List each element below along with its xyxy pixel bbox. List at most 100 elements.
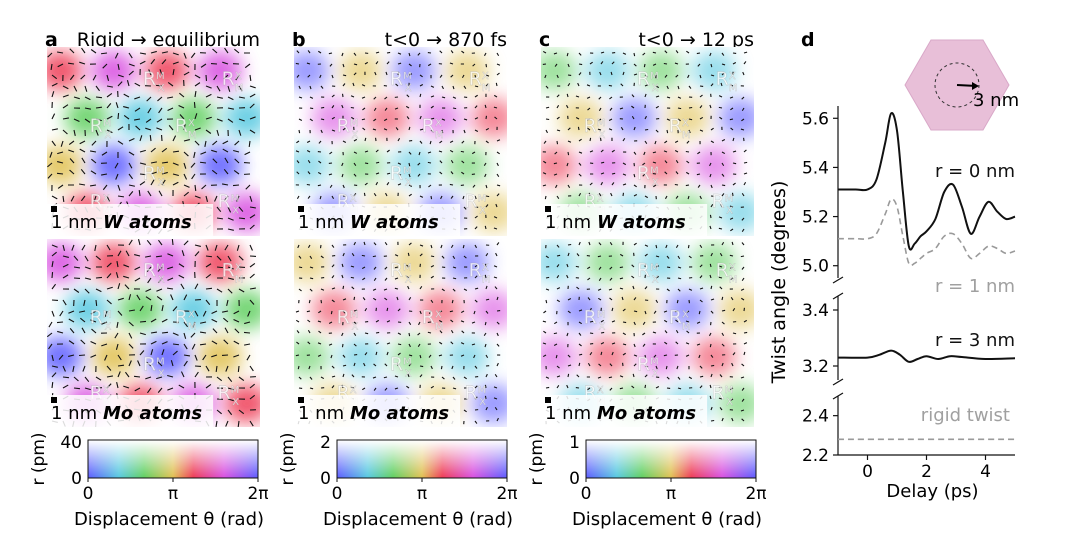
displacement-arrow xyxy=(117,371,121,378)
displacement-arrow xyxy=(741,96,745,100)
displacement-arrow xyxy=(566,263,569,268)
displacement-arrow xyxy=(686,330,690,334)
displacement-arrow xyxy=(150,304,153,312)
displacement-arrow xyxy=(361,96,366,99)
displacement-arrow xyxy=(463,206,467,210)
displacement-arrow xyxy=(397,52,402,55)
displacement-arrow xyxy=(331,365,335,369)
displacement-arrow xyxy=(463,288,468,291)
displacement-arrow xyxy=(565,104,569,109)
displacement-arrow xyxy=(205,255,213,258)
displacement-arrow xyxy=(406,385,410,389)
displacement-arrow xyxy=(586,266,591,270)
displacement-arrow xyxy=(553,52,558,55)
displacement-arrow xyxy=(652,51,657,54)
map-blob xyxy=(294,145,330,185)
displacement-arrow xyxy=(644,140,648,144)
site-label: RM X xyxy=(711,191,733,217)
displacement-arrow xyxy=(429,140,432,145)
displacement-arrow xyxy=(677,266,682,269)
displacement-arrow xyxy=(655,105,660,109)
displacement-arrow xyxy=(342,298,347,301)
map-blob xyxy=(585,145,630,185)
displacement-arrow xyxy=(674,140,679,143)
displacement-arrow xyxy=(474,420,478,424)
map-blob xyxy=(638,145,684,185)
displacement-arrow xyxy=(375,51,380,54)
displacement-arrow xyxy=(172,68,175,76)
scale-label: 1 nm xyxy=(298,403,344,424)
displacement-arrow xyxy=(167,107,174,112)
displacement-arrow xyxy=(741,418,745,422)
displacement-arrow xyxy=(460,342,465,345)
displacement-arrow xyxy=(496,332,499,337)
displacement-arrow xyxy=(556,385,560,389)
map-blob xyxy=(718,289,754,330)
axis-break-mark xyxy=(832,276,844,284)
displacement-arrow xyxy=(212,158,218,164)
x-tick-label: 2 xyxy=(921,462,932,482)
displacement-arrow xyxy=(553,343,558,346)
displacement-arrow xyxy=(350,276,355,279)
displacement-arrow xyxy=(236,244,240,251)
displacement-arrow xyxy=(167,387,174,391)
displacement-arrow xyxy=(317,320,322,323)
map-blob xyxy=(541,145,577,185)
displacement-arrow xyxy=(566,384,569,389)
displacement-arrow xyxy=(385,192,388,197)
displacement-arrow xyxy=(51,91,55,98)
displacement-arrow xyxy=(709,52,712,57)
site-label-sub: X xyxy=(479,206,486,217)
displacement-arrow xyxy=(353,138,358,142)
displacement-arrow xyxy=(342,83,346,87)
site-label-sub: M xyxy=(231,194,240,205)
displacement-arrow xyxy=(202,354,207,361)
displacement-arrow xyxy=(396,296,399,301)
site-label: RM X xyxy=(584,307,606,333)
map-blob xyxy=(171,289,216,330)
displacement-arrow xyxy=(732,352,736,356)
displacement-arrow xyxy=(117,283,121,290)
displacement-arrow xyxy=(609,266,613,270)
displacement-arrow xyxy=(655,275,660,279)
displacement-arrow xyxy=(652,63,657,66)
displacement-arrow xyxy=(545,386,550,389)
site-label: RM X xyxy=(217,382,239,408)
displacement-arrow xyxy=(308,299,311,304)
displacement-arrow xyxy=(84,387,91,391)
displacement-arrow xyxy=(496,362,499,367)
map-blob xyxy=(444,336,490,377)
displacement-arrow xyxy=(353,162,357,166)
displacement-arrow xyxy=(471,151,476,155)
displacement-arrow xyxy=(452,255,456,260)
displacement-arrow xyxy=(183,343,188,350)
map-blob xyxy=(197,145,243,185)
displacement-arrow xyxy=(663,310,668,313)
displacement-arrow xyxy=(295,150,300,153)
displacement-arrow xyxy=(47,332,53,338)
displacement-arrow xyxy=(81,327,86,334)
displacement-arrow xyxy=(309,255,313,260)
displacement-arrow xyxy=(496,139,501,142)
displacement-arrow xyxy=(215,420,218,427)
atom-label-box xyxy=(47,395,214,427)
displacement-arrow xyxy=(249,214,256,219)
displacement-arrow xyxy=(133,118,141,121)
displacement-arrow xyxy=(145,288,152,292)
displacement-arrow xyxy=(609,96,613,100)
displacement-arrow xyxy=(644,244,649,247)
displacement-arrow xyxy=(167,96,174,99)
displacement-arrow xyxy=(463,118,468,121)
displacement-arrow xyxy=(183,332,187,339)
displacement-arrow xyxy=(408,363,412,367)
displacement-arrow xyxy=(619,375,624,378)
map-blob xyxy=(294,336,330,377)
site-label-sub: X xyxy=(652,275,659,286)
displacement-arrow xyxy=(150,58,156,65)
displacement-arrow xyxy=(699,264,703,268)
displacement-arrow xyxy=(73,255,79,261)
displacement-arrow xyxy=(567,298,572,301)
displacement-arrow xyxy=(721,139,726,142)
displacement-arrow xyxy=(205,93,212,98)
